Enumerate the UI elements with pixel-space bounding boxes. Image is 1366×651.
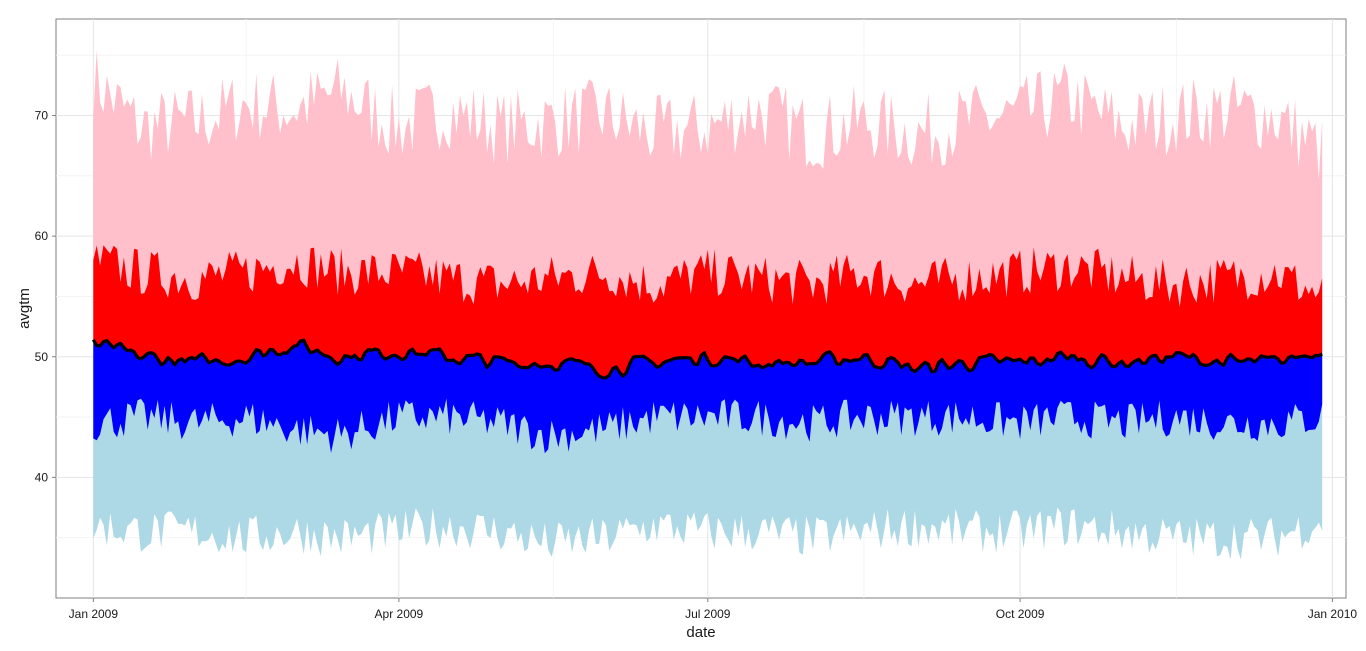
x-tick-label: Jan 2009 [69, 607, 119, 621]
series-band-lower-inner [93, 339, 1323, 454]
y-tick-label: 60 [35, 229, 49, 243]
y-tick-label: 70 [35, 109, 49, 123]
x-tick-label: Jan 2010 [1308, 607, 1358, 621]
x-tick-label: Oct 2009 [996, 607, 1045, 621]
x-tick-label: Jul 2009 [685, 607, 731, 621]
axes: Jan 2009 Apr 2009 Jul 2009 Oct 2009 Jan 2010… [35, 109, 1358, 622]
series-line [91, 338, 1323, 380]
series-band-upper-inner [93, 245, 1323, 378]
x-axis-title: date [686, 624, 715, 641]
y-axis-title: avgtm [16, 288, 33, 329]
y-tick-label: 50 [35, 350, 49, 364]
x-tick-label: Apr 2009 [375, 607, 424, 621]
y-tick-label: 40 [35, 470, 49, 484]
series-layer [91, 50, 1323, 560]
